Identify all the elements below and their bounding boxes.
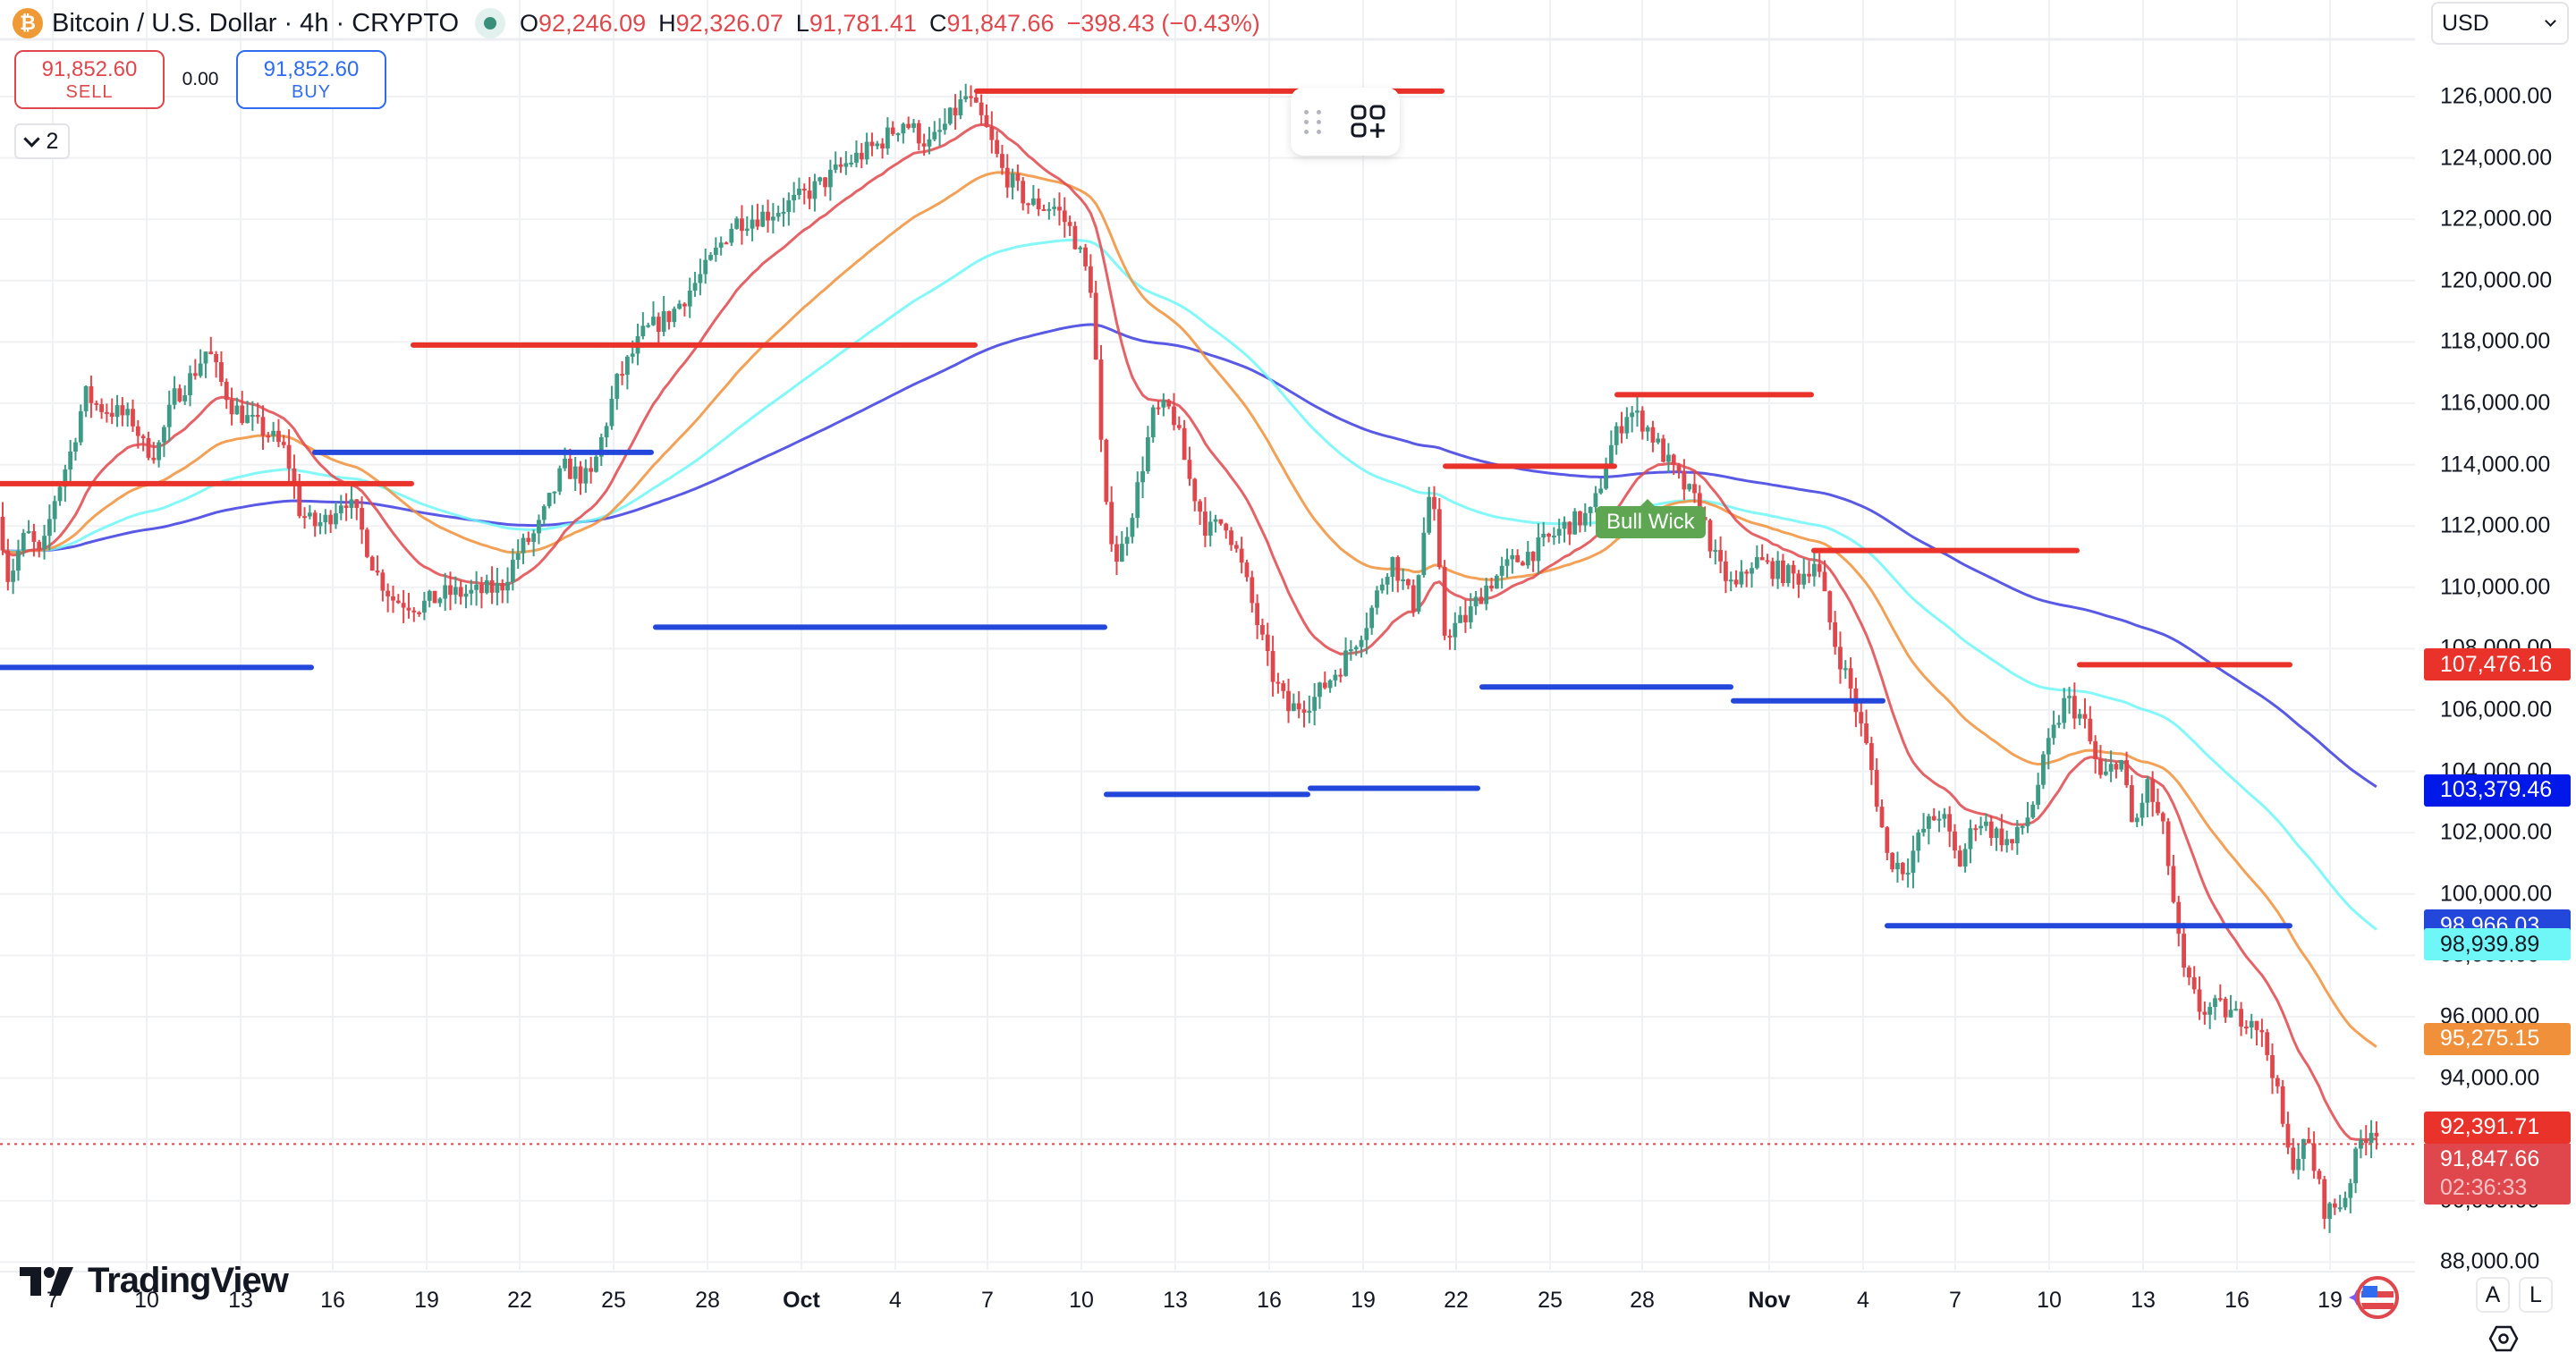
trade-panel: 91,852.60 SELL 0.00 91,852.60 BUY <box>14 50 386 109</box>
change-value: −398.43 (−0.43%) <box>1066 9 1260 37</box>
price-axis-label: 124,000.00 <box>2440 145 2553 171</box>
currency-select[interactable]: USD <box>2431 2 2569 45</box>
floating-toolbar <box>1291 88 1400 156</box>
time-axis-label: 13 <box>2131 1288 2156 1313</box>
chevron-down-icon <box>2545 14 2556 27</box>
time-axis-label: 7 <box>1949 1288 1962 1313</box>
price-tag: 98,939.89 <box>2424 928 2571 961</box>
time-axis-label: 16 <box>2224 1288 2250 1313</box>
add-widget-icon[interactable] <box>1351 105 1386 139</box>
time-axis-label: 19 <box>414 1288 439 1313</box>
spread-value: 0.00 <box>182 69 219 89</box>
symbol-legend: ₿ Bitcoin / U.S. Dollar · 4h · CRYPTO O9… <box>13 5 1260 41</box>
drag-handle-icon[interactable] <box>1304 109 1324 134</box>
time-axis-label: 25 <box>601 1288 626 1313</box>
time-axis-label: 7 <box>981 1288 994 1313</box>
tradingview-logo[interactable]: TradingView <box>20 1261 289 1301</box>
close-value: 91,847.66 <box>946 9 1055 37</box>
low-value: 91,781.41 <box>809 9 917 37</box>
region-flag-icon[interactable] <box>2343 1273 2401 1326</box>
time-axis-label: 4 <box>889 1288 902 1313</box>
price-axis-label: 112,000.00 <box>2440 512 2551 538</box>
log-scale-button[interactable]: L <box>2519 1277 2553 1313</box>
time-axis-label: 13 <box>1163 1288 1188 1313</box>
high-value: 92,326.07 <box>675 9 784 37</box>
time-axis-label: 16 <box>320 1288 345 1313</box>
bar-countdown: 02:36:33 <box>2440 1174 2528 1200</box>
price-tag: 103,379.46 <box>2424 773 2571 807</box>
indicators-toggle-button[interactable]: 2 <box>14 123 70 159</box>
bull-wick-annotation[interactable]: Bull Wick <box>1596 499 1706 538</box>
open-value: 92,246.09 <box>538 9 647 37</box>
price-axis-label: 100,000.00 <box>2440 881 2553 907</box>
time-axis-label: 16 <box>1257 1288 1282 1313</box>
price-tag: 95,275.15 <box>2424 1022 2571 1055</box>
price-axis-label: 120,000.00 <box>2440 267 2553 293</box>
price-axis-label: 106,000.00 <box>2440 697 2553 723</box>
sell-button[interactable]: 91,852.60 SELL <box>14 50 165 109</box>
time-axis-label: 22 <box>1444 1288 1469 1313</box>
price-axis-label: 94,000.00 <box>2440 1065 2540 1091</box>
time-axis-label: 10 <box>134 1288 159 1313</box>
buy-button[interactable]: 91,852.60 BUY <box>236 50 386 109</box>
bitcoin-icon: ₿ <box>13 8 43 38</box>
time-axis-label: 13 <box>228 1288 253 1313</box>
price-axis-label: 110,000.00 <box>2440 574 2551 600</box>
time-axis-label: 10 <box>2037 1288 2062 1313</box>
price-axis-label: 118,000.00 <box>2440 328 2551 354</box>
settings-hex-icon[interactable] <box>2488 1325 2519 1352</box>
time-axis-label: 19 <box>1351 1288 1376 1313</box>
price-tag: 92,391.71 <box>2424 1111 2571 1144</box>
price-axis-label: 114,000.00 <box>2440 452 2551 478</box>
time-axis-label: 25 <box>1538 1288 1563 1313</box>
time-axis-label: 10 <box>1069 1288 1094 1313</box>
price-tag: 107,476.16 <box>2424 648 2571 681</box>
price-axis-label: 122,000.00 <box>2440 206 2553 232</box>
price-axis-label: 102,000.00 <box>2440 819 2553 845</box>
time-axis-label: 4 <box>1857 1288 1869 1313</box>
ohlc-values: O92,246.09 H92,326.07 L91,781.41 C91,847… <box>520 9 1260 37</box>
price-axis-label: 116,000.00 <box>2440 390 2551 416</box>
time-axis-label: Nov <box>1748 1288 1791 1313</box>
time-axis-label: Oct <box>783 1288 820 1313</box>
indicator-count: 2 <box>46 128 59 154</box>
price-axis-label: 126,000.00 <box>2440 83 2553 109</box>
last-price-tag: 91,847.66 02:36:33 <box>2424 1143 2571 1205</box>
market-open-dot-icon[interactable] <box>475 8 506 38</box>
tradingview-logo-icon <box>20 1266 73 1296</box>
auto-scale-button[interactable]: A <box>2476 1277 2510 1313</box>
time-axis-label: 22 <box>507 1288 532 1313</box>
time-axis-label: 28 <box>1630 1288 1655 1313</box>
time-axis-label: 19 <box>2318 1288 2343 1313</box>
chevron-down-icon <box>22 130 40 148</box>
time-axis-label: 28 <box>695 1288 720 1313</box>
price-axis-label: 88,000.00 <box>2440 1248 2540 1274</box>
symbol-title[interactable]: Bitcoin / U.S. Dollar · 4h · CRYPTO <box>52 8 460 38</box>
